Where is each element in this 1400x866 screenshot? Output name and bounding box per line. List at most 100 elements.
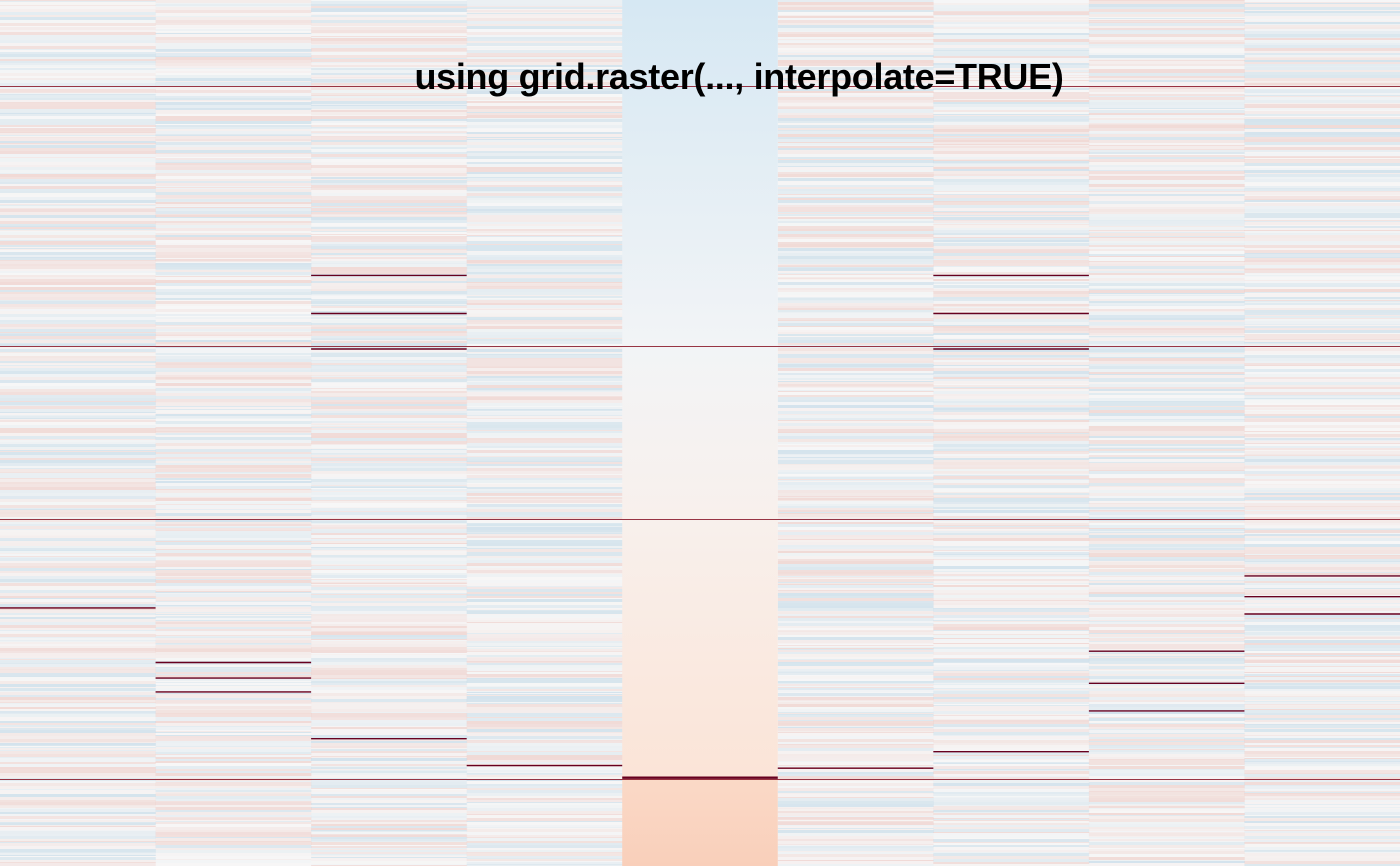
heatmap-cell (1244, 34, 1400, 37)
heatmap-cell (0, 644, 157, 646)
heatmap-cell (1244, 186, 1400, 188)
heatmap-cell (933, 716, 1090, 719)
heatmap-cell (155, 594, 312, 597)
heatmap-cell (1088, 278, 1245, 281)
heatmap-cell (1088, 21, 1245, 22)
heatmap-cell (1088, 672, 1245, 674)
heatmap-cell (1244, 301, 1400, 302)
heatmap-cell (1244, 206, 1400, 209)
heatmap-cell (777, 253, 934, 256)
heatmap-cell (466, 552, 623, 555)
heatmap-cell (466, 228, 623, 229)
heatmap-cell (933, 166, 1090, 167)
heatmap-cell (155, 153, 312, 154)
heatmap-cell (466, 368, 623, 371)
heatmap-cell (1244, 89, 1400, 90)
heatmap-cell (0, 439, 157, 440)
heatmap-cell (777, 86, 934, 89)
heatmap-cell (1088, 82, 1245, 84)
heatmap-cell (0, 266, 157, 269)
heatmap-cell (933, 408, 1090, 410)
heatmap-cell (466, 272, 623, 274)
heatmap-cell (933, 403, 1090, 405)
heatmap-cell (1088, 335, 1245, 336)
heatmap-cell (1244, 31, 1400, 34)
heatmap-cell (155, 457, 312, 459)
heatmap-cell (311, 415, 468, 418)
heatmap-cell (1244, 553, 1400, 554)
heatmap-cell (933, 662, 1090, 663)
heatmap-cell (1244, 506, 1400, 507)
heatmap-cell (1088, 605, 1245, 608)
heatmap-cell (311, 803, 468, 805)
heatmap-cell (155, 335, 312, 336)
heatmap-cell (1088, 575, 1245, 576)
heatmap-cell (777, 85, 934, 86)
heatmap-cell (466, 652, 623, 655)
heatmap-cell (1244, 635, 1400, 636)
heatmap-cell (777, 384, 934, 386)
heatmap-cell (466, 636, 623, 638)
heatmap-cell (0, 1, 157, 2)
heatmap-cell (933, 739, 1090, 740)
heatmap-cell (1088, 624, 1245, 627)
heatmap-cell (1088, 154, 1245, 155)
heatmap-cell (777, 146, 934, 148)
heatmap-cell (1244, 199, 1400, 200)
heatmap-cell (1088, 822, 1245, 824)
heatmap-cell (466, 296, 623, 298)
heatmap-cell (1088, 517, 1245, 518)
heatmap-cell (466, 796, 623, 798)
heatmap-cell (0, 334, 157, 336)
heatmap-cell (0, 15, 157, 17)
heatmap-cell (0, 151, 157, 154)
heatmap-cell (0, 200, 157, 203)
heatmap-cell (155, 675, 312, 678)
heatmap-cell (1088, 504, 1245, 507)
heatmap-cell (1244, 81, 1400, 82)
heatmap-cell (1088, 661, 1245, 664)
heatmap-cell (311, 807, 468, 808)
heatmap-cell (155, 732, 312, 733)
heatmap-cell (933, 381, 1090, 384)
heatmap-cell (311, 246, 468, 249)
heatmap-cell (933, 138, 1090, 140)
heatmap-cell (933, 269, 1090, 272)
heatmap-cell (777, 411, 934, 413)
heatmap-cell (1244, 694, 1400, 696)
heatmap-cell (0, 416, 157, 418)
heatmap-cell (933, 630, 1090, 631)
heatmap-cell (1088, 808, 1245, 809)
heatmap-cell (933, 328, 1090, 331)
heatmap-cell (777, 791, 934, 793)
heatmap-cell (155, 317, 312, 319)
heatmap-cell (0, 320, 157, 322)
heatmap-cell (1088, 299, 1245, 301)
heatmap-cell (777, 820, 934, 821)
heatmap-cell (933, 601, 1090, 603)
heatmap-cell (0, 460, 157, 463)
heatmap-cell (1088, 217, 1245, 220)
heatmap-cell (311, 389, 468, 391)
heatmap-cell (0, 473, 157, 476)
heatmap-cell (0, 590, 157, 593)
heatmap-cell (1244, 330, 1400, 333)
heatmap-cell (777, 825, 934, 826)
heatmap-cell (311, 269, 468, 271)
heatmap-cell (1244, 625, 1400, 628)
heatmap-cell (0, 823, 157, 825)
heatmap-cell (933, 762, 1090, 763)
heatmap-cell (311, 487, 468, 488)
heatmap-cell (155, 406, 312, 407)
heatmap-cell (1244, 147, 1400, 150)
heatmap-cell (1088, 398, 1245, 401)
heatmap-cell (0, 739, 157, 742)
heatmap-cell (466, 686, 623, 687)
heatmap-cell (0, 659, 157, 660)
heatmap-cell (1088, 110, 1245, 113)
heatmap-cell (155, 372, 312, 375)
heatmap-cell (155, 402, 312, 403)
heatmap-cell (1088, 610, 1245, 611)
heatmap-cell (933, 748, 1090, 751)
heatmap-cell (933, 249, 1090, 250)
